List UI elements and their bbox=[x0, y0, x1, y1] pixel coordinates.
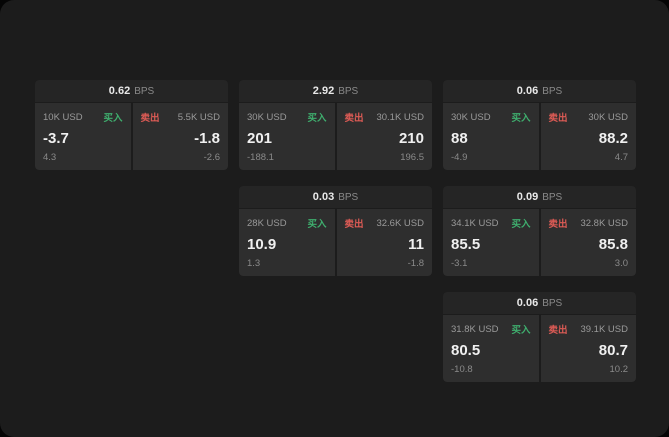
sell-amount: 39.1K USD bbox=[580, 323, 628, 335]
bps-unit-label: BPS bbox=[542, 297, 563, 309]
sell-delta: -1.8 bbox=[407, 258, 424, 269]
sell-amount: 30.1K USD bbox=[376, 111, 424, 123]
sell-panel[interactable]: 卖出 32.8K USD 85.8 3.0 bbox=[540, 209, 636, 276]
buy-delta: -10.8 bbox=[451, 364, 473, 375]
buy-button[interactable]: 买入 bbox=[307, 113, 327, 124]
buy-button[interactable]: 买入 bbox=[307, 219, 327, 230]
sell-price: 85.8 bbox=[598, 235, 628, 253]
buy-button[interactable]: 买入 bbox=[103, 113, 123, 124]
sell-delta: 4.7 bbox=[614, 152, 628, 163]
sell-amount: 30K USD bbox=[588, 111, 628, 123]
buy-delta: -3.1 bbox=[451, 258, 468, 269]
buy-price: 10.9 bbox=[247, 235, 277, 253]
bps-header: 0.62 BPS bbox=[35, 80, 228, 102]
quote-card: 0.03 BPS 28K USD 买入 10.9 1.3 卖出 32.6K US… bbox=[239, 186, 432, 276]
sell-button[interactable]: 卖出 bbox=[344, 113, 364, 124]
sell-amount: 32.6K USD bbox=[376, 217, 424, 229]
sell-button[interactable]: 卖出 bbox=[548, 325, 568, 336]
sell-price: 88.2 bbox=[598, 129, 628, 147]
sell-delta: 196.5 bbox=[400, 152, 424, 163]
sell-amount: 5.5K USD bbox=[177, 111, 220, 123]
buy-delta: 1.3 bbox=[247, 258, 261, 269]
bps-header: 0.06 BPS bbox=[443, 292, 636, 314]
buy-panel[interactable]: 28K USD 买入 10.9 1.3 bbox=[239, 209, 335, 276]
quote-card-grid: 0.62 BPS 10K USD 买入 -3.7 4.3 卖出 5.5K USD bbox=[35, 80, 636, 382]
bps-header: 0.09 BPS bbox=[443, 186, 636, 208]
buy-price: 88 bbox=[451, 129, 468, 147]
quote-card: 0.62 BPS 10K USD 买入 -3.7 4.3 卖出 5.5K USD bbox=[35, 80, 228, 170]
buy-button[interactable]: 买入 bbox=[511, 325, 531, 336]
quote-card: 0.09 BPS 34.1K USD 买入 85.5 -3.1 卖出 32.8K… bbox=[443, 186, 636, 276]
bps-value: 0.06 bbox=[516, 85, 539, 97]
bps-value: 0.62 bbox=[108, 85, 131, 97]
bps-unit-label: BPS bbox=[542, 85, 563, 97]
buy-amount: 34.1K USD bbox=[451, 217, 499, 229]
buy-amount: 10K USD bbox=[43, 111, 83, 123]
buy-button[interactable]: 买入 bbox=[511, 113, 531, 124]
buy-panel[interactable]: 34.1K USD 买入 85.5 -3.1 bbox=[443, 209, 539, 276]
bps-header: 0.03 BPS bbox=[239, 186, 432, 208]
bps-unit-label: BPS bbox=[134, 85, 155, 97]
sell-panel[interactable]: 卖出 32.6K USD 11 -1.8 bbox=[336, 209, 432, 276]
sell-price: -1.8 bbox=[194, 129, 220, 147]
quote-card: 0.06 BPS 31.8K USD 买入 80.5 -10.8 卖出 39.1… bbox=[443, 292, 636, 382]
quote-card: 2.92 BPS 30K USD 买入 201 -188.1 卖出 30.1K … bbox=[239, 80, 432, 170]
bps-header: 0.06 BPS bbox=[443, 80, 636, 102]
sell-panel[interactable]: 卖出 5.5K USD -1.8 -2.6 bbox=[132, 103, 228, 170]
sell-price: 11 bbox=[408, 235, 424, 253]
buy-delta: -4.9 bbox=[451, 152, 468, 163]
sell-button[interactable]: 卖出 bbox=[548, 113, 568, 124]
buy-button[interactable]: 买入 bbox=[511, 219, 531, 230]
buy-price: 201 bbox=[247, 129, 273, 147]
sell-button[interactable]: 卖出 bbox=[140, 113, 160, 124]
sell-button[interactable]: 卖出 bbox=[548, 219, 568, 230]
sell-price: 80.7 bbox=[598, 341, 628, 359]
buy-panel[interactable]: 30K USD 买入 201 -188.1 bbox=[239, 103, 335, 170]
bps-value: 0.03 bbox=[312, 191, 335, 203]
sell-panel[interactable]: 卖出 30K USD 88.2 4.7 bbox=[540, 103, 636, 170]
buy-delta: -188.1 bbox=[247, 152, 274, 163]
buy-panel[interactable]: 30K USD 买入 88 -4.9 bbox=[443, 103, 539, 170]
quote-card: 0.06 BPS 30K USD 买入 88 -4.9 卖出 30K USD bbox=[443, 80, 636, 170]
sell-delta: 10.2 bbox=[609, 364, 629, 375]
buy-amount: 30K USD bbox=[451, 111, 491, 123]
bps-unit-label: BPS bbox=[338, 85, 359, 97]
sell-amount: 32.8K USD bbox=[580, 217, 628, 229]
buy-price: 80.5 bbox=[451, 341, 481, 359]
sell-price: 210 bbox=[398, 129, 424, 147]
sell-panel[interactable]: 卖出 30.1K USD 210 196.5 bbox=[336, 103, 432, 170]
bps-unit-label: BPS bbox=[542, 191, 563, 203]
buy-price: 85.5 bbox=[451, 235, 481, 253]
buy-panel[interactable]: 31.8K USD 买入 80.5 -10.8 bbox=[443, 315, 539, 382]
buy-amount: 28K USD bbox=[247, 217, 287, 229]
buy-amount: 31.8K USD bbox=[451, 323, 499, 335]
bps-unit-label: BPS bbox=[338, 191, 359, 203]
bps-value: 0.09 bbox=[516, 191, 539, 203]
buy-delta: 4.3 bbox=[43, 152, 57, 163]
sell-button[interactable]: 卖出 bbox=[344, 219, 364, 230]
sell-delta: -2.6 bbox=[203, 152, 220, 163]
buy-price: -3.7 bbox=[43, 129, 69, 147]
bps-header: 2.92 BPS bbox=[239, 80, 432, 102]
buy-panel[interactable]: 10K USD 买入 -3.7 4.3 bbox=[35, 103, 131, 170]
buy-amount: 30K USD bbox=[247, 111, 287, 123]
bps-value: 2.92 bbox=[312, 85, 335, 97]
sell-delta: 3.0 bbox=[614, 258, 628, 269]
sell-panel[interactable]: 卖出 39.1K USD 80.7 10.2 bbox=[540, 315, 636, 382]
bps-value: 0.06 bbox=[516, 297, 539, 309]
